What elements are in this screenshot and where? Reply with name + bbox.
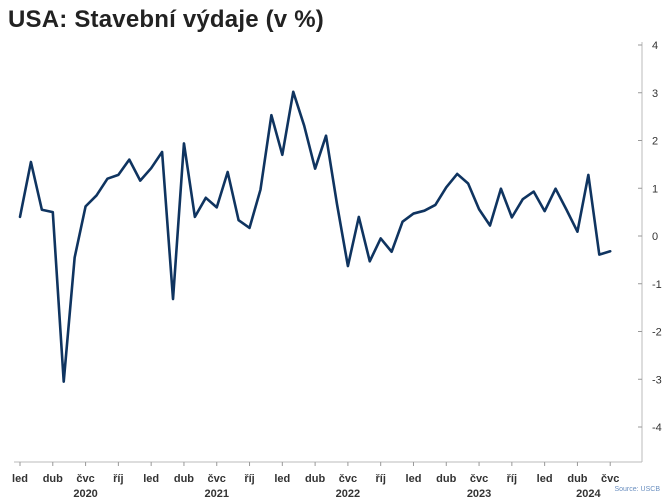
x-tick-label: čvc (339, 473, 357, 485)
x-tick-label: říj (113, 473, 123, 485)
x-tick-label: čvc (208, 473, 226, 485)
x-tick-label: říj (244, 473, 254, 485)
x-tick-label: dub (174, 473, 194, 485)
x-tick-label: čvc (470, 473, 488, 485)
y-tick-label: -2 (652, 327, 662, 339)
chart-title: USA: Stavební výdaje (v %) (8, 6, 324, 33)
year-label: 2023 (467, 488, 491, 500)
x-tick-label: led (274, 473, 290, 485)
year-label: 2024 (576, 488, 601, 500)
x-tick-label: dub (567, 473, 587, 485)
y-tick-label: -4 (652, 422, 662, 434)
year-label: 2021 (204, 488, 228, 500)
year-label: 2020 (73, 488, 97, 500)
source-note: Source: USCB (614, 486, 660, 493)
series-layer (18, 90, 612, 383)
axes: 4 3 2 1 0 -1 -2 -3 -4 led dub čvc říj led dub čvc říj led… (12, 40, 662, 500)
x-tick-label: čvc (76, 473, 94, 485)
y-tick-label: 0 (652, 231, 658, 243)
x-tick-label: led (143, 473, 159, 485)
x-tick-label: led (406, 473, 422, 485)
y-tick-label: 3 (652, 88, 658, 100)
y-tick-label: 2 (652, 136, 658, 148)
series-line (18, 90, 612, 383)
x-tick-label: led (537, 473, 553, 485)
y-tick-label: -1 (652, 279, 662, 291)
x-tick-label: čvc (601, 473, 619, 485)
x-tick-label: dub (305, 473, 325, 485)
y-tick-label: -3 (652, 374, 662, 386)
x-tick-label: dub (43, 473, 63, 485)
x-tick-label: led (12, 473, 28, 485)
x-tick-label: dub (436, 473, 456, 485)
y-tick-label: 4 (652, 40, 658, 52)
year-label: 2022 (336, 488, 360, 500)
y-tick-label: 1 (652, 183, 658, 195)
x-tick-label: říj (507, 473, 517, 485)
x-tick-label: říj (375, 473, 385, 485)
